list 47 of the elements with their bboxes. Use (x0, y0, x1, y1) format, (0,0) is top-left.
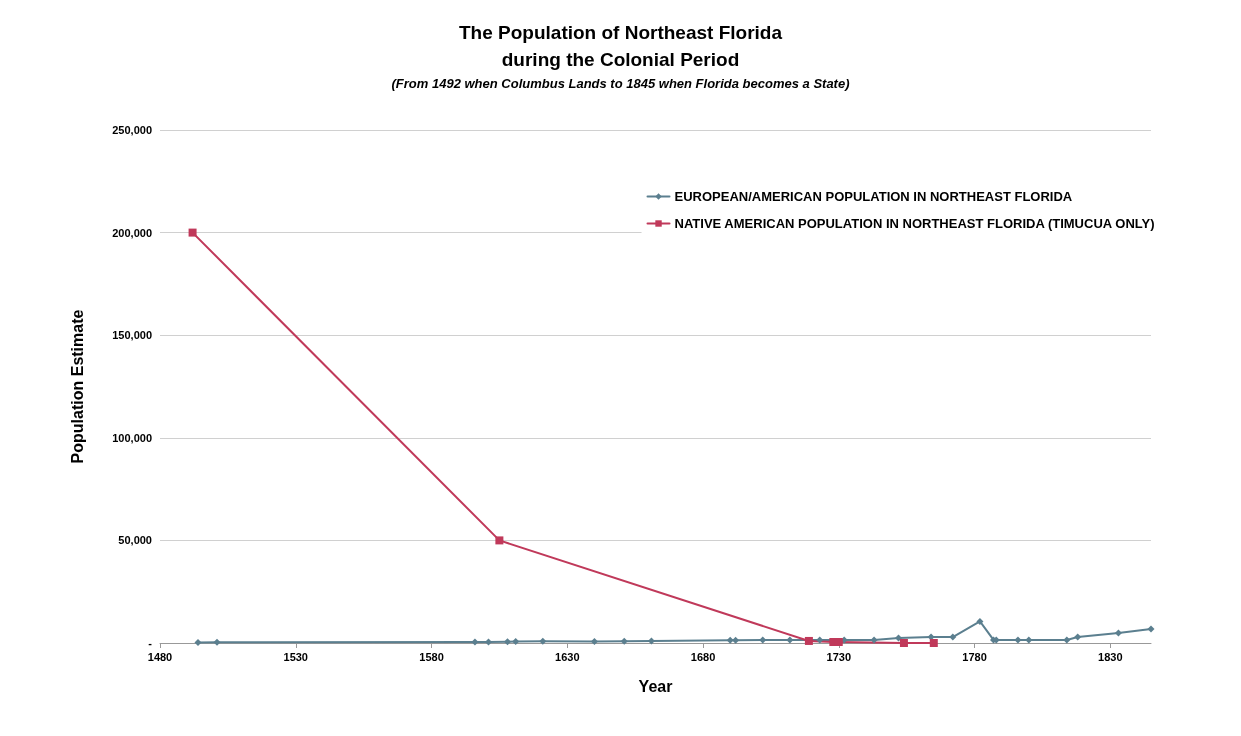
y-tick-label: 50,000 (118, 534, 152, 547)
chart-title: The Population of Northeast Florida during the Colonial Period (459, 22, 783, 70)
point (929, 639, 938, 647)
point (1014, 636, 1022, 644)
y-tick-label: 100,000 (112, 431, 152, 444)
x-axis-title: Year (638, 677, 673, 695)
point (1114, 629, 1122, 637)
point (895, 634, 902, 642)
chart-subtitle: (From 1492 when Columbus Lands to 1845 when Florida becomes a State) (391, 76, 850, 91)
y-tick-label: - (148, 637, 153, 649)
point (512, 638, 520, 646)
point (188, 228, 197, 237)
x-tick-label: 1530 (283, 650, 308, 663)
point (816, 636, 824, 644)
y-tick-label: 250,000 (112, 124, 152, 136)
point (726, 636, 734, 644)
point (899, 639, 908, 647)
point (976, 617, 984, 625)
point (1063, 636, 1071, 644)
point (804, 636, 813, 645)
point (471, 638, 479, 646)
point (949, 633, 957, 641)
y-tick-label: 150,000 (112, 329, 152, 342)
x-tick-label: 1780 (962, 650, 987, 663)
point (620, 637, 628, 645)
x-tick-label: 1680 (690, 650, 716, 663)
point (870, 636, 878, 644)
point (732, 636, 740, 644)
x-tick-label: 1580 (419, 650, 444, 663)
legend-label: EUROPEAN/AMERICAN POPULATION IN NORTHEAST FLORIDA (674, 189, 1073, 204)
point (495, 536, 504, 545)
x-tick-label: 1480 (147, 650, 173, 663)
y-tick-label: 200,000 (112, 226, 152, 239)
x-tick-label: 1830 (1098, 650, 1123, 663)
point (590, 638, 598, 646)
point (1074, 633, 1082, 641)
point (1025, 636, 1033, 644)
point (539, 637, 547, 645)
legend-label: NATIVE AMERICAN POPULATION IN NORTHEAST FLORIDA (TIMUCUA ONLY) (674, 216, 1155, 231)
x-tick-label: 1630 (555, 650, 580, 663)
point (504, 638, 512, 646)
x-tick-label: 1730 (826, 650, 852, 663)
point (213, 638, 221, 646)
point (786, 636, 794, 644)
y-axis-title: Population Estimate (68, 309, 86, 464)
point (1147, 625, 1155, 633)
point (194, 639, 202, 647)
